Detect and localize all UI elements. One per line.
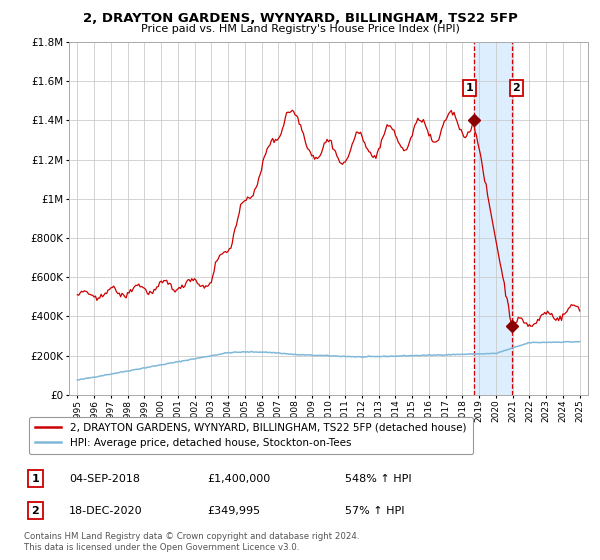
Text: Price paid vs. HM Land Registry's House Price Index (HPI): Price paid vs. HM Land Registry's House … bbox=[140, 24, 460, 34]
Text: £1,400,000: £1,400,000 bbox=[207, 474, 270, 484]
Legend: 2, DRAYTON GARDENS, WYNYARD, BILLINGHAM, TS22 5FP (detached house), HPI: Average: 2, DRAYTON GARDENS, WYNYARD, BILLINGHAM,… bbox=[29, 417, 473, 454]
Text: 2: 2 bbox=[32, 506, 39, 516]
Text: 548% ↑ HPI: 548% ↑ HPI bbox=[345, 474, 412, 484]
Text: 57% ↑ HPI: 57% ↑ HPI bbox=[345, 506, 404, 516]
Text: 2, DRAYTON GARDENS, WYNYARD, BILLINGHAM, TS22 5FP: 2, DRAYTON GARDENS, WYNYARD, BILLINGHAM,… bbox=[83, 12, 517, 25]
Text: 1: 1 bbox=[32, 474, 39, 484]
Text: 2: 2 bbox=[512, 83, 520, 93]
Text: £349,995: £349,995 bbox=[207, 506, 260, 516]
Text: 04-SEP-2018: 04-SEP-2018 bbox=[69, 474, 140, 484]
Text: 1: 1 bbox=[466, 83, 473, 93]
Bar bbox=[473, 42, 512, 395]
Text: Contains HM Land Registry data © Crown copyright and database right 2024.
This d: Contains HM Land Registry data © Crown c… bbox=[24, 533, 359, 552]
Text: 18-DEC-2020: 18-DEC-2020 bbox=[69, 506, 143, 516]
